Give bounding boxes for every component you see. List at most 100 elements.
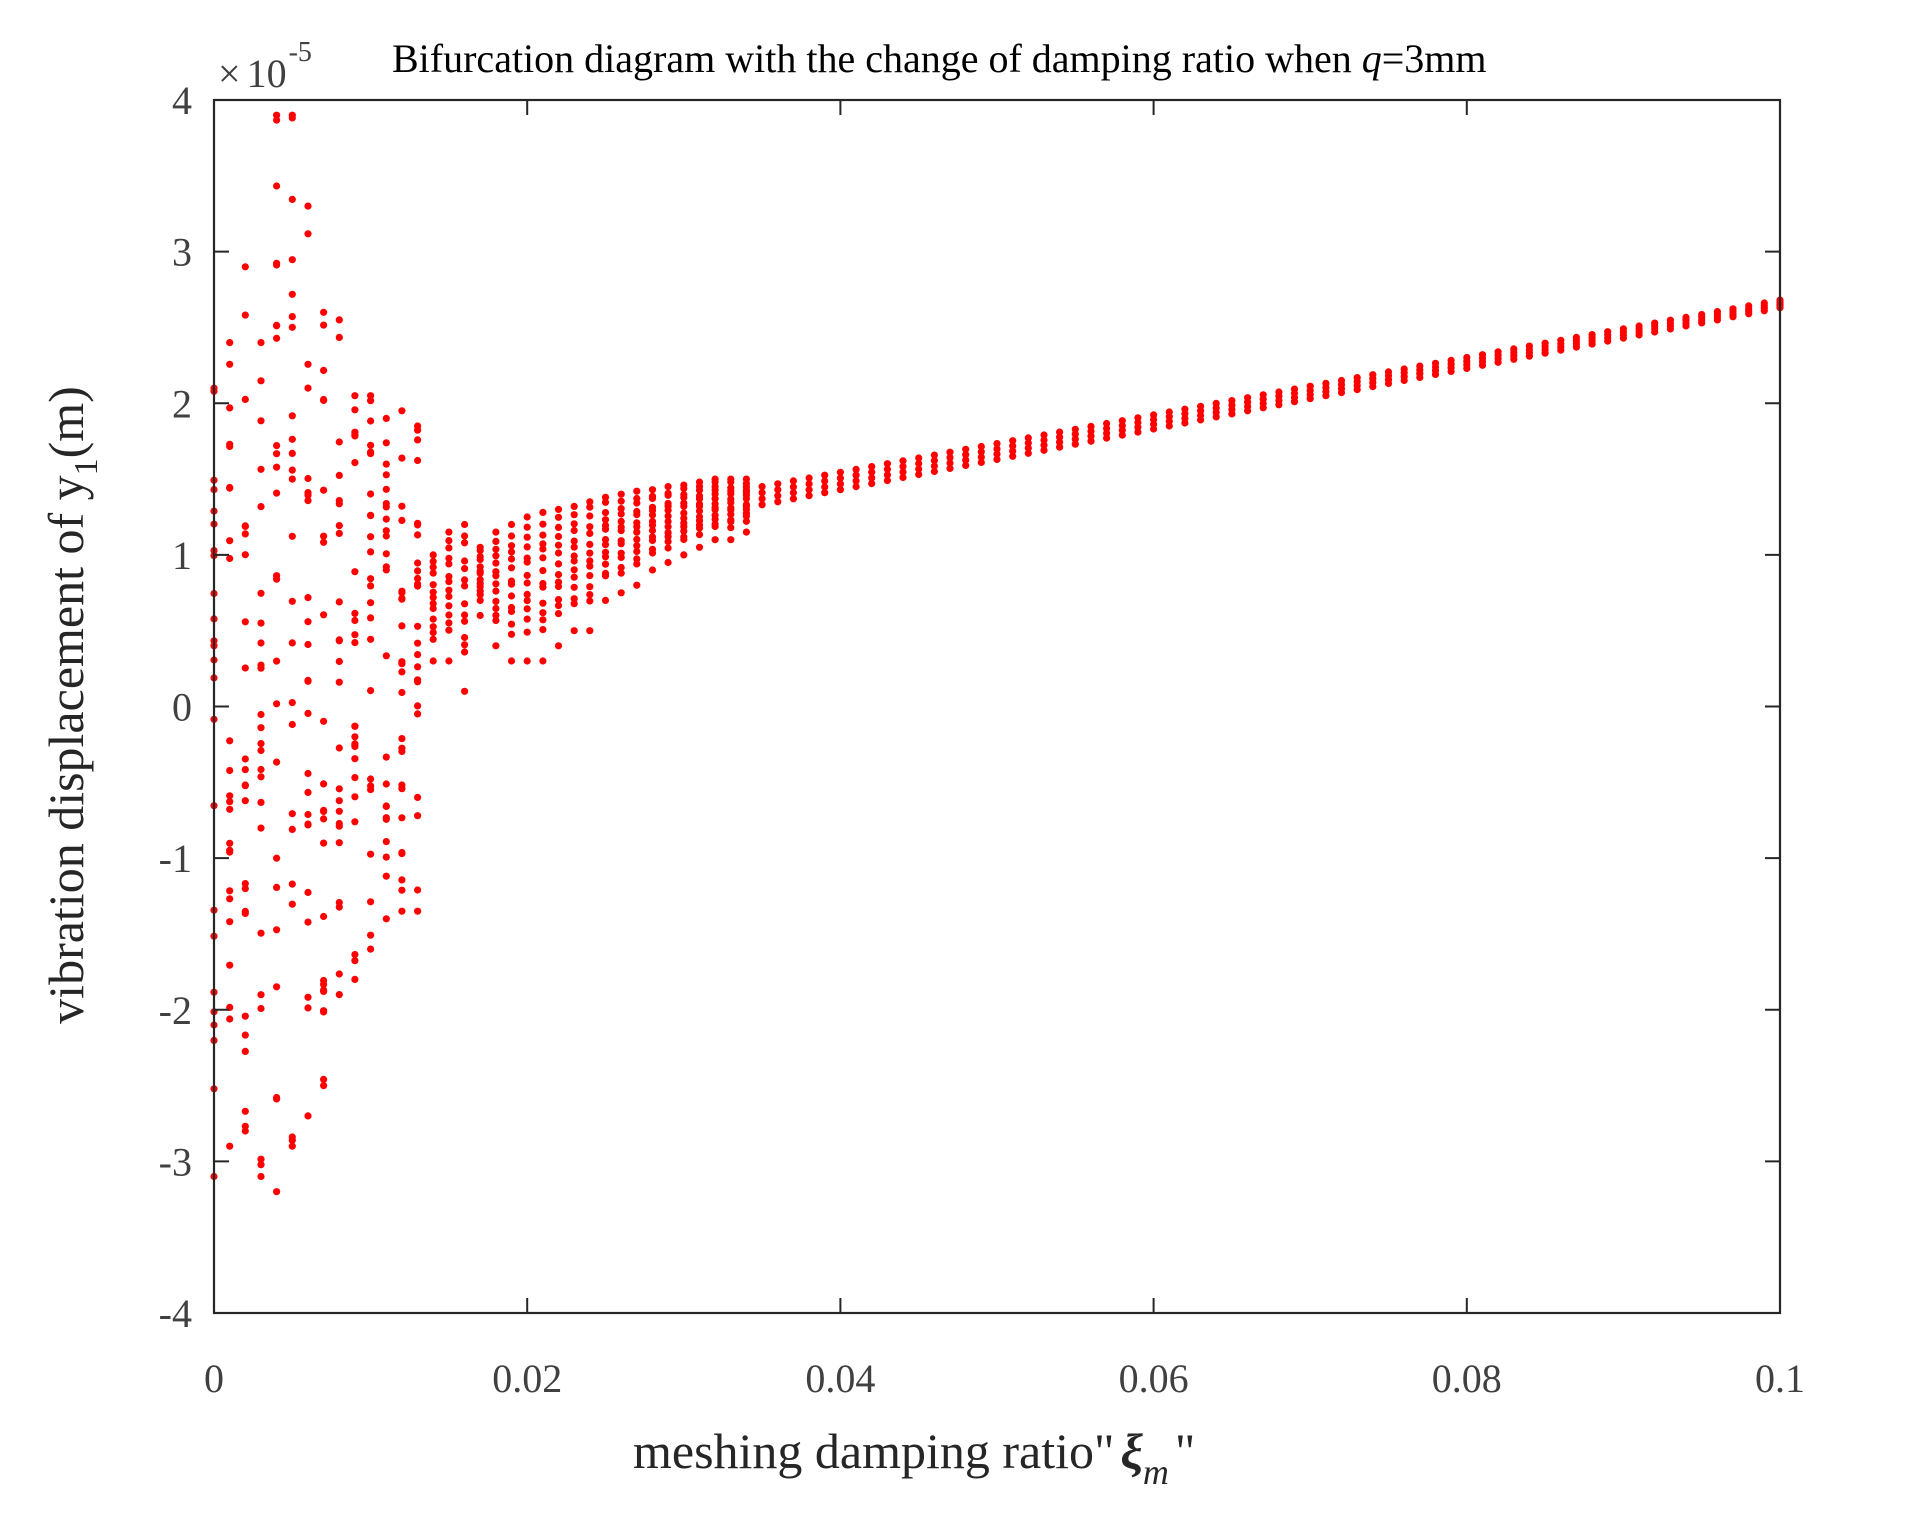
scatter-point	[1416, 362, 1424, 370]
scatter-point	[1604, 328, 1612, 336]
scatter-point	[977, 442, 985, 451]
scatter-point	[554, 560, 563, 568]
scatter-point	[1463, 353, 1471, 362]
scatter-point	[633, 535, 641, 544]
scatter-point	[304, 489, 312, 497]
scatter-point	[445, 573, 453, 581]
scatter-point	[414, 886, 422, 894]
scatter-point	[398, 668, 406, 676]
scatter-point	[805, 486, 813, 494]
scatter-point	[492, 642, 500, 650]
scatter-point	[367, 450, 375, 458]
scatter-point	[1337, 376, 1346, 385]
scatter-point	[304, 888, 312, 897]
scatter-point	[304, 384, 312, 392]
scatter-point	[523, 533, 531, 541]
scatter-point	[601, 508, 610, 517]
scatter-point	[288, 532, 296, 540]
scatter-point	[774, 480, 782, 488]
scatter-point	[1666, 316, 1674, 324]
scatter-point	[414, 812, 422, 820]
scatter-point	[695, 531, 704, 539]
scatter-point	[398, 502, 406, 510]
scatter-point	[367, 687, 375, 695]
scatter-point	[539, 567, 547, 575]
scatter-point	[445, 602, 453, 610]
scatter-point	[554, 549, 563, 557]
y-tick-label: -3	[159, 1139, 192, 1184]
scatter-point	[445, 592, 453, 601]
scatter-point	[1369, 371, 1377, 379]
scatter-point	[1447, 356, 1455, 364]
scatter-point	[476, 552, 484, 561]
scatter-point	[1760, 299, 1768, 307]
scatter-point	[601, 536, 610, 544]
scatter-point	[946, 448, 954, 456]
scatter-point	[461, 687, 469, 695]
scatter-point	[758, 489, 766, 497]
scatter-point	[539, 579, 547, 588]
y-tick-label: 3	[172, 230, 192, 275]
scatter-point	[1150, 411, 1158, 419]
scatter-point	[695, 500, 704, 508]
scatter-point	[367, 635, 375, 643]
scatter-point	[1040, 431, 1048, 439]
scatter-point	[288, 290, 296, 298]
scatter-point	[429, 635, 437, 643]
scatter-point	[273, 1188, 281, 1196]
scatter-point	[617, 505, 625, 513]
scatter-point	[727, 536, 735, 544]
scatter-point	[304, 474, 312, 483]
scatter-point	[617, 517, 625, 526]
x-tick-label: 0	[204, 1356, 224, 1401]
scatter-point	[1134, 414, 1142, 422]
scatter-point	[805, 474, 813, 482]
scatter-point	[226, 846, 234, 854]
scatter-point	[398, 688, 406, 697]
scatter-point	[257, 639, 265, 647]
scatter-point	[492, 580, 500, 588]
scatter-point	[429, 588, 437, 596]
scatter-point	[273, 657, 281, 665]
scatter-point	[586, 557, 594, 565]
scatter-point	[507, 555, 516, 563]
scatter-point	[554, 523, 563, 532]
scatter-point	[586, 498, 594, 506]
scatter-point	[414, 639, 422, 647]
scatter-point	[1541, 339, 1549, 347]
scatter-point	[288, 1136, 296, 1144]
scatter-point	[382, 527, 390, 535]
scatter-point	[257, 619, 265, 627]
scatter-point	[351, 428, 359, 436]
scatter-point	[586, 583, 594, 591]
scatter-point	[382, 853, 390, 861]
scatter-point	[742, 501, 751, 509]
scatter-point	[257, 1155, 265, 1163]
scatter-point	[993, 445, 1001, 453]
scatter-point	[946, 464, 954, 472]
scatter-point	[382, 872, 390, 880]
scatter-point	[1009, 447, 1017, 455]
scatter-point	[1557, 336, 1565, 344]
scatter-point	[288, 435, 296, 443]
scatter-point	[554, 602, 563, 610]
scatter-point	[664, 512, 672, 520]
scatter-point	[335, 333, 343, 341]
scatter-point	[586, 549, 594, 557]
scatter-point	[382, 838, 390, 846]
scatter-point	[461, 582, 469, 590]
scatter-point	[523, 628, 531, 636]
scatter-point	[1635, 322, 1643, 330]
scatter-point	[476, 611, 484, 620]
scatter-point	[273, 926, 281, 934]
scatter-point	[351, 722, 359, 730]
scatter-point	[241, 755, 249, 763]
scatter-point	[507, 577, 516, 585]
scatter-point	[304, 788, 312, 797]
scatter-point	[320, 1008, 328, 1016]
scatter-point	[633, 528, 641, 536]
scatter-point	[664, 544, 672, 552]
scatter-point	[398, 781, 406, 789]
